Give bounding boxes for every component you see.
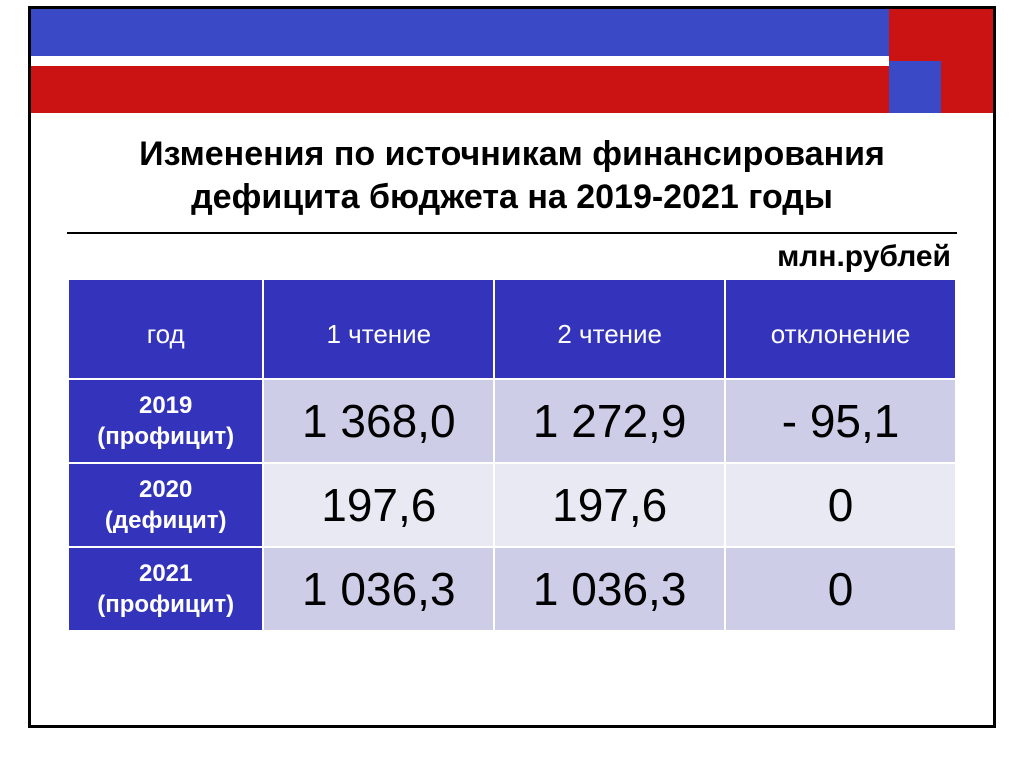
row-status: (профицит) [97, 591, 234, 618]
row-year: 2019 [139, 392, 192, 419]
data-table: год 1 чтение 2 чтение отклонение 2019 (п… [67, 278, 957, 632]
table-row: 2019 (профицит) 1 368,0 1 272,9 - 95,1 [68, 379, 956, 463]
col-header-deviation: отклонение [725, 279, 956, 379]
decor-blue-stripe [31, 9, 993, 56]
row-label: 2021 (профицит) [68, 547, 263, 631]
cell-reading1: 1 368,0 [263, 379, 494, 463]
col-header-reading2: 2 чтение [494, 279, 725, 379]
title-rule [67, 232, 957, 234]
row-label: 2019 (профицит) [68, 379, 263, 463]
row-status: (профицит) [97, 423, 234, 450]
decor-red-stripe [31, 66, 993, 113]
slide-title: Изменения по источникам финансирования д… [67, 133, 957, 218]
row-year: 2021 [139, 560, 192, 587]
table-row: 2020 (дефицит) 197,6 197,6 0 [68, 463, 956, 547]
decor-band-gap [31, 56, 993, 66]
col-header-reading1: 1 чтение [263, 279, 494, 379]
decor-band [31, 9, 993, 113]
cell-reading2: 1 272,9 [494, 379, 725, 463]
cell-deviation: 0 [725, 463, 956, 547]
row-label: 2020 (дефицит) [68, 463, 263, 547]
cell-deviation: - 95,1 [725, 379, 956, 463]
cell-reading1: 1 036,3 [263, 547, 494, 631]
content-area: Изменения по источникам финансирования д… [31, 113, 993, 725]
cell-reading2: 1 036,3 [494, 547, 725, 631]
cell-reading1: 197,6 [263, 463, 494, 547]
decor-corner-blue [889, 61, 941, 113]
decor-band-row-1 [31, 9, 993, 56]
table-row: 2021 (профицит) 1 036,3 1 036,3 0 [68, 547, 956, 631]
row-status: (дефицит) [105, 507, 227, 534]
cell-deviation: 0 [725, 547, 956, 631]
slide-frame: Изменения по источникам финансирования д… [28, 6, 996, 728]
decor-band-row-2 [31, 66, 993, 113]
row-year: 2020 [139, 476, 192, 503]
table-header-row: год 1 чтение 2 чтение отклонение [68, 279, 956, 379]
cell-reading2: 197,6 [494, 463, 725, 547]
unit-label: млн.рублей [67, 240, 957, 274]
col-header-year: год [68, 279, 263, 379]
